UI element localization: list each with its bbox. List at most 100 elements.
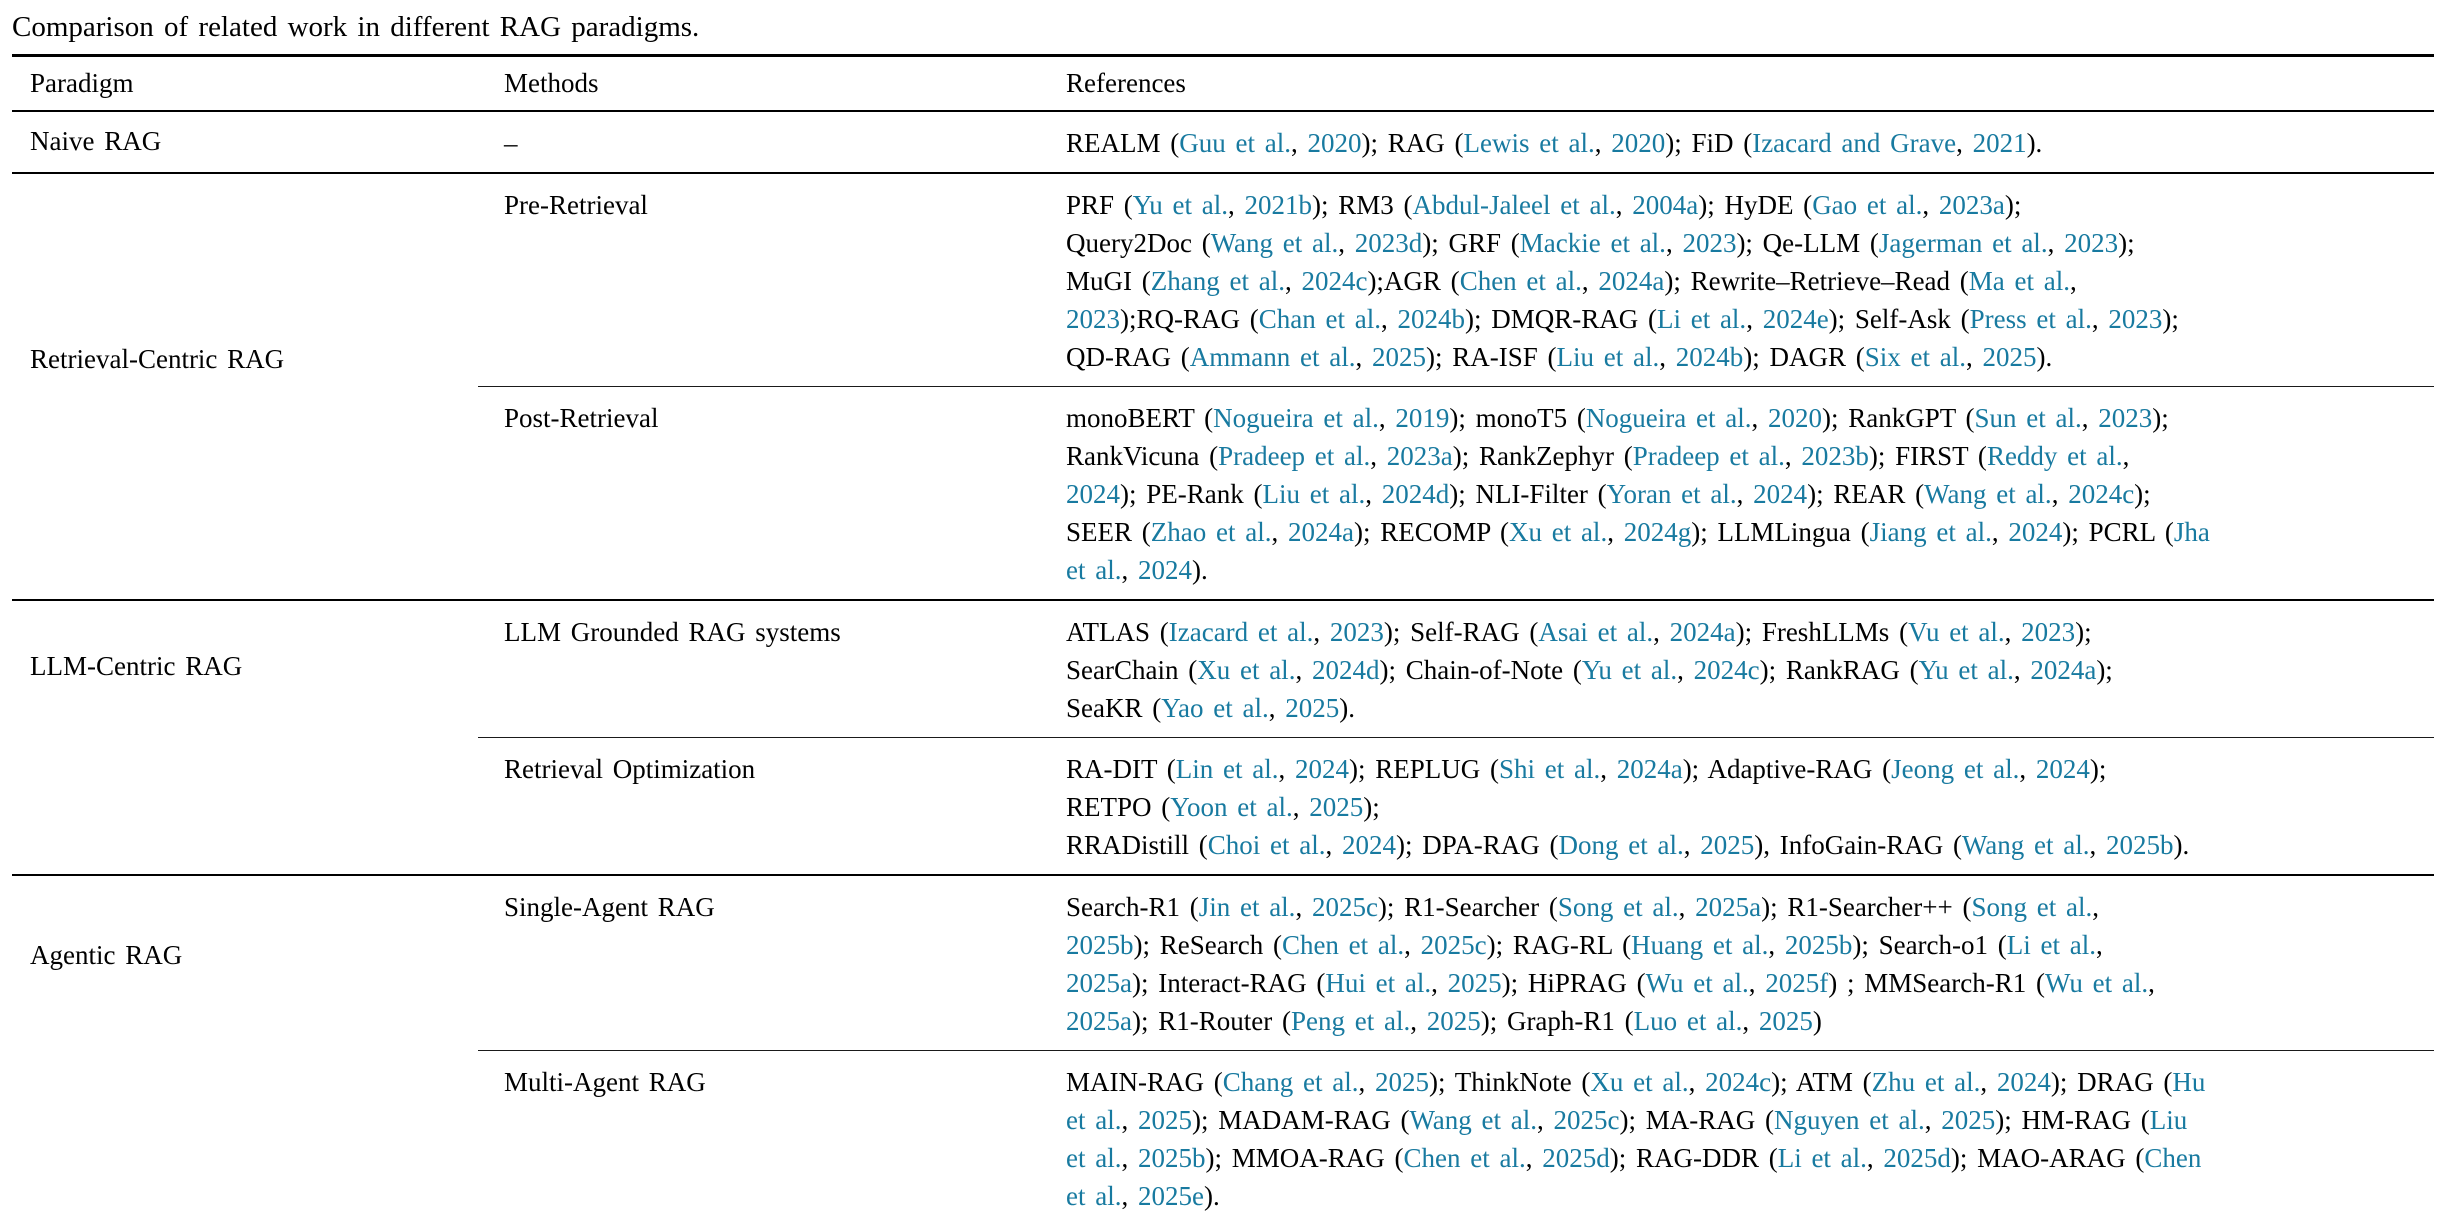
citation-link[interactable]: 2023 xyxy=(2021,617,2076,647)
citation-link[interactable]: et al. xyxy=(1066,1143,1122,1173)
citation-link[interactable]: Asai et al. xyxy=(1538,617,1654,647)
citation-link[interactable]: 2023 xyxy=(1066,304,1120,334)
citation-link[interactable]: Jeong et al. xyxy=(1891,754,2020,784)
citation-link[interactable]: Wu et al. xyxy=(2045,968,2149,998)
citation-link[interactable]: Huang et al. xyxy=(1631,930,1769,960)
citation-link[interactable]: 2020 xyxy=(1307,128,1362,158)
citation-link[interactable]: Yao et al. xyxy=(1161,693,1269,723)
citation-link[interactable]: Yu et al. xyxy=(1918,655,2014,685)
citation-link[interactable]: Xu et al. xyxy=(1197,655,1296,685)
citation-link[interactable]: 2004a xyxy=(1632,190,1699,220)
citation-link[interactable]: 2025a xyxy=(1066,1006,1132,1036)
citation-link[interactable]: 2023 xyxy=(1329,617,1384,647)
citation-link[interactable]: Xu et al. xyxy=(1508,517,1608,547)
citation-link[interactable]: Nogueira et al. xyxy=(1213,403,1379,433)
citation-link[interactable]: 2025 xyxy=(1758,1006,1813,1036)
citation-link[interactable]: et al. xyxy=(1066,1105,1122,1135)
citation-link[interactable]: Liu xyxy=(2149,1105,2188,1135)
citation-link[interactable]: Reddy et al. xyxy=(1986,441,2123,471)
citation-link[interactable]: 2021 xyxy=(1972,128,2027,158)
citation-link[interactable]: Li et al. xyxy=(1656,304,1747,334)
citation-link[interactable]: Guu et al. xyxy=(1179,128,1291,158)
citation-link[interactable]: Gao et al. xyxy=(1812,190,1923,220)
citation-link[interactable]: Pradeep et al. xyxy=(1218,441,1371,471)
citation-link[interactable]: Pradeep et al. xyxy=(1632,441,1785,471)
citation-link[interactable]: 2023a xyxy=(1938,190,2005,220)
citation-link[interactable]: Choi et al. xyxy=(1207,830,1326,860)
citation-link[interactable]: Six et al. xyxy=(1864,342,1966,372)
citation-link[interactable]: et al. xyxy=(1066,1181,1122,1211)
citation-link[interactable]: 2025 xyxy=(1137,1105,1192,1135)
citation-link[interactable]: 2023 xyxy=(2064,228,2119,258)
citation-link[interactable]: Yoran et al. xyxy=(1606,479,1737,509)
citation-link[interactable]: 2025 xyxy=(1426,1006,1481,1036)
citation-link[interactable]: 2024b xyxy=(1397,304,1465,334)
citation-link[interactable]: Hui et al. xyxy=(1325,968,1432,998)
citation-link[interactable]: 2024d xyxy=(1311,655,1380,685)
citation-link[interactable]: 2024d xyxy=(1381,479,1450,509)
citation-link[interactable]: 2024 xyxy=(1066,479,1120,509)
citation-link[interactable]: Press et al. xyxy=(1969,304,2092,334)
citation-link[interactable]: 2025 xyxy=(1371,342,1426,372)
citation-link[interactable]: 2025f xyxy=(1765,968,1829,998)
citation-link[interactable]: 2024 xyxy=(1342,830,1397,860)
citation-link[interactable]: Ma et al. xyxy=(1968,266,2070,296)
citation-link[interactable]: Li et al. xyxy=(1777,1143,1867,1173)
citation-link[interactable]: 2025e xyxy=(1137,1181,1204,1211)
citation-link[interactable]: 2023d xyxy=(1354,228,1423,258)
citation-link[interactable]: Chen et al. xyxy=(1281,930,1405,960)
citation-link[interactable]: 2024a xyxy=(1598,266,1665,296)
citation-link[interactable]: Song et al. xyxy=(1557,892,1679,922)
citation-link[interactable]: 2025d xyxy=(1542,1143,1610,1173)
citation-link[interactable]: Abdul-Jaleel et al. xyxy=(1412,190,1616,220)
citation-link[interactable]: Yu et al. xyxy=(1581,655,1678,685)
citation-link[interactable]: Hu xyxy=(2172,1067,2206,1097)
citation-link[interactable]: Nogueira et al. xyxy=(1585,403,1752,433)
citation-link[interactable]: 2025 xyxy=(1941,1105,1996,1135)
citation-link[interactable]: 2024 xyxy=(1753,479,1808,509)
citation-link[interactable]: 2024e xyxy=(1762,304,1829,334)
citation-link[interactable]: Zhu et al. xyxy=(1871,1067,1981,1097)
citation-link[interactable]: 2025b xyxy=(2106,830,2174,860)
citation-link[interactable]: Mackie et al. xyxy=(1519,228,1666,258)
citation-link[interactable]: 2025 xyxy=(1374,1067,1429,1097)
citation-link[interactable]: 2023 xyxy=(2098,403,2153,433)
citation-link[interactable]: Chen et al. xyxy=(1459,266,1582,296)
citation-link[interactable]: Wang et al. xyxy=(1924,479,2052,509)
citation-link[interactable]: 2024a xyxy=(1669,617,1736,647)
citation-link[interactable]: Liu et al. xyxy=(1556,342,1660,372)
citation-link[interactable]: 2024 xyxy=(2008,517,2063,547)
citation-link[interactable]: 2023 xyxy=(1682,228,1737,258)
citation-link[interactable]: Peng et al. xyxy=(1290,1006,1411,1036)
citation-link[interactable]: 2024c xyxy=(1693,655,1760,685)
citation-link[interactable]: Shi et al. xyxy=(1498,754,1601,784)
citation-link[interactable]: Luo et al. xyxy=(1633,1006,1743,1036)
citation-link[interactable]: 2025c xyxy=(1553,1105,1620,1135)
citation-link[interactable]: Izacard and Grave xyxy=(1752,128,1957,158)
citation-link[interactable]: 2025 xyxy=(1447,968,1502,998)
citation-link[interactable]: 2019 xyxy=(1395,403,1450,433)
citation-link[interactable]: Liu et al. xyxy=(1262,479,1366,509)
citation-link[interactable]: Vu et al. xyxy=(1908,617,2005,647)
citation-link[interactable]: 2024a xyxy=(2030,655,2097,685)
citation-link[interactable]: 2024a xyxy=(1287,517,1354,547)
citation-link[interactable]: 2024b xyxy=(1675,342,1744,372)
citation-link[interactable]: 2023b xyxy=(1801,441,1869,471)
citation-link[interactable]: 2024g xyxy=(1623,517,1692,547)
citation-link[interactable]: 2025b xyxy=(1784,930,1853,960)
citation-link[interactable]: 2024 xyxy=(1137,555,1192,585)
citation-link[interactable]: Wang et al. xyxy=(1409,1105,1538,1135)
citation-link[interactable]: Chen xyxy=(2144,1143,2202,1173)
citation-link[interactable]: 2020 xyxy=(1611,128,1666,158)
citation-link[interactable]: Lewis et al. xyxy=(1463,128,1595,158)
citation-link[interactable]: 2024 xyxy=(1996,1067,2051,1097)
citation-link[interactable]: 2025d xyxy=(1883,1143,1951,1173)
citation-link[interactable]: Yoon et al. xyxy=(1170,792,1293,822)
citation-link[interactable]: Song et al. xyxy=(1971,892,2093,922)
citation-link[interactable]: 2025 xyxy=(1285,693,1340,723)
citation-link[interactable]: 2025b xyxy=(1137,1143,1206,1173)
citation-link[interactable]: Jiang et al. xyxy=(1869,517,1992,547)
citation-link[interactable]: Wang et al. xyxy=(1961,830,2090,860)
citation-link[interactable]: Ammann et al. xyxy=(1189,342,1356,372)
citation-link[interactable]: Xu et al. xyxy=(1590,1067,1689,1097)
